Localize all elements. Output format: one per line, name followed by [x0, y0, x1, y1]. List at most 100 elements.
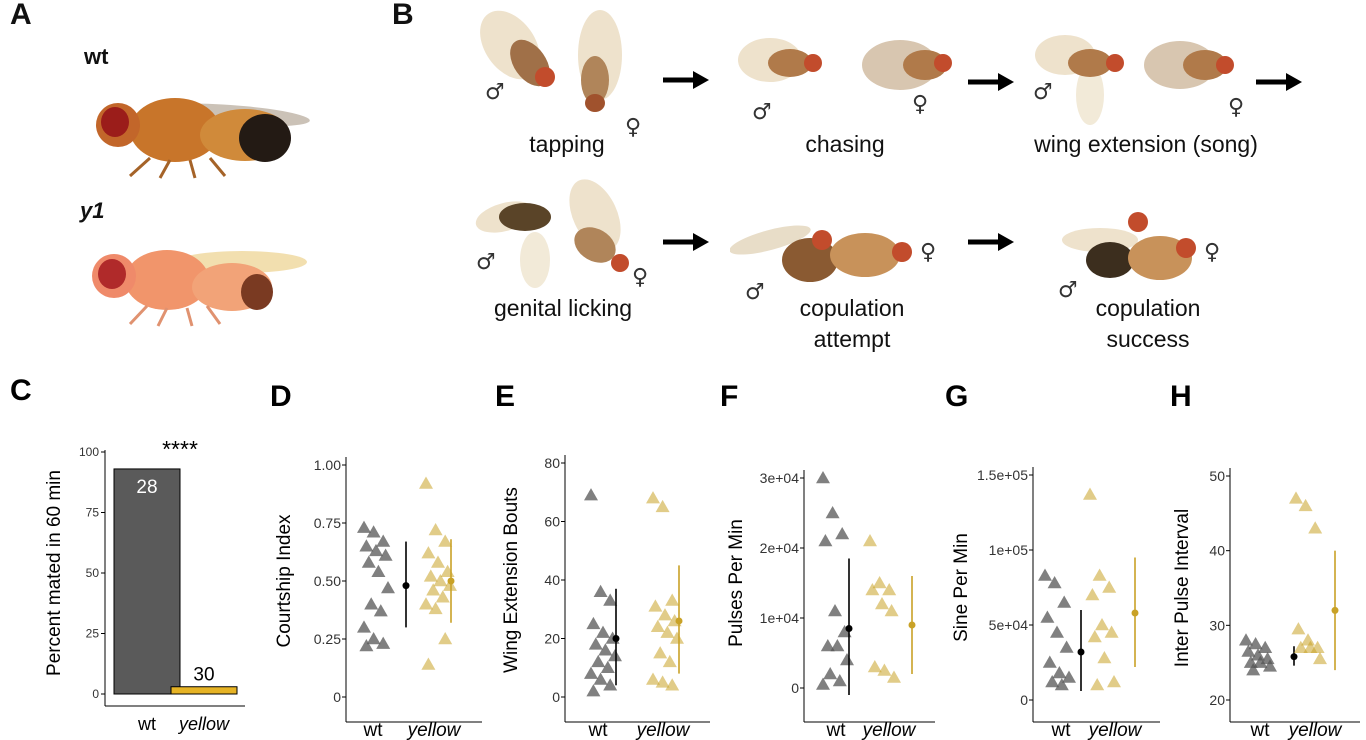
data-point	[828, 604, 842, 617]
data-point	[830, 639, 845, 652]
data-point	[431, 555, 445, 568]
chart-pulses-per-min: F 0 1e+04 2e+04 3e+04 wt yellow Pulses Per Min	[720, 380, 935, 740]
fly-pair-chasing	[738, 38, 952, 90]
data-point	[655, 675, 670, 688]
y-tick-label: 0	[1020, 692, 1028, 708]
male-symbol: ♂	[752, 100, 772, 125]
data-point	[1047, 576, 1062, 589]
data-point	[1050, 625, 1064, 638]
panel-label: E	[495, 380, 515, 413]
data-point	[584, 488, 598, 501]
data-point	[435, 590, 450, 603]
y-tick-label: 0.25	[314, 631, 341, 647]
y-tick-label: 0.75	[314, 515, 341, 531]
chart-wing-extension-bouts: E 0 20 40 60 80 wt yellow Wing Extension Bouts	[495, 380, 710, 740]
data-point	[1107, 675, 1121, 688]
data-point	[877, 663, 892, 676]
data-point	[867, 660, 882, 673]
data-point	[357, 620, 371, 633]
data-point	[426, 583, 441, 596]
male-symbol: ♂	[476, 250, 496, 275]
data-point	[378, 548, 393, 561]
data-point	[818, 534, 833, 547]
arrow-icon	[663, 71, 709, 89]
data-point	[593, 672, 608, 685]
x-tick-label: yellow	[1087, 720, 1143, 740]
step-caption: copulation success	[1095, 295, 1201, 352]
data-point	[443, 578, 457, 591]
data-point	[1260, 651, 1275, 665]
arrow-icon	[1256, 73, 1302, 91]
data-point	[603, 593, 618, 606]
data-point	[823, 667, 838, 680]
male-symbol: ♂	[1058, 278, 1078, 303]
mean-point	[1131, 609, 1139, 617]
data-point	[361, 555, 376, 568]
data-point	[660, 625, 675, 638]
data-point	[840, 653, 854, 666]
female-symbol: ♀	[625, 115, 642, 140]
data-point	[665, 678, 680, 691]
data-point	[1263, 659, 1277, 672]
data-point	[1054, 678, 1069, 691]
y-tick-label: 0	[552, 689, 560, 705]
y-tick-label: 40	[1209, 543, 1225, 559]
data-point	[603, 678, 618, 691]
y-tick-label: 60	[544, 514, 560, 530]
data-point	[369, 543, 383, 557]
data-point	[816, 677, 830, 690]
data-point	[646, 672, 660, 685]
x-tick-label: wt	[363, 720, 384, 740]
y-tick-label: 50	[86, 566, 100, 580]
fly-pair-genital-licking	[475, 179, 629, 288]
data-point	[832, 674, 847, 687]
mean-point	[612, 635, 620, 642]
y-tick-label: 1.00	[314, 457, 341, 473]
step-caption: genital licking	[493, 295, 633, 321]
data-point	[835, 527, 850, 540]
male-symbol: ♂	[745, 280, 765, 305]
step-caption: tapping	[529, 131, 605, 157]
data-point	[1239, 633, 1253, 646]
data-point	[1059, 640, 1074, 653]
chart-percent-mated: C 0 25 50 75 100 28 wt 30 yellow **** Percent mated…	[10, 374, 245, 734]
data-point	[648, 599, 663, 612]
y-tick-label: 0	[791, 680, 799, 696]
data-point	[884, 604, 899, 617]
y-axis-label: Percent mated in 60 min	[44, 470, 65, 676]
y-tick-label: 20	[1209, 692, 1225, 708]
x-tick-label: yellow	[406, 720, 462, 740]
y-tick-label: 50	[1209, 468, 1225, 484]
fly-pair-wing-extension	[1035, 35, 1234, 125]
arrow-icon	[663, 233, 709, 251]
data-point	[421, 657, 436, 670]
chart-sine-per-min: G 0 5e+04 1e+05 1.5e+05 wt yellow Sine Per Min	[945, 380, 1160, 740]
arrow-icon	[968, 73, 1014, 91]
mean-point	[845, 625, 853, 632]
y-axis-label: Pulses Per Min	[726, 519, 747, 647]
female-symbol: ♀	[920, 240, 937, 265]
female-symbol: ♀	[1204, 240, 1221, 265]
data-point	[1243, 655, 1258, 668]
mean-point	[1077, 648, 1085, 656]
data-point	[371, 564, 386, 577]
y-tick-label: 0	[333, 689, 341, 705]
data-point	[646, 491, 660, 504]
data-point	[438, 632, 453, 645]
panel-label: G	[945, 380, 968, 413]
data-point	[825, 506, 840, 519]
fly-pair-tapping	[480, 10, 622, 112]
data-point	[1246, 663, 1261, 676]
female-symbol: ♀	[1228, 95, 1245, 120]
data-point	[820, 639, 835, 652]
data-point	[423, 569, 438, 582]
data-point	[1045, 675, 1060, 688]
data-point	[1253, 655, 1268, 668]
data-point	[1293, 640, 1308, 653]
y-tick-label: 75	[86, 506, 100, 520]
panel-label: D	[270, 380, 292, 413]
data-point	[366, 632, 381, 645]
x-tick-label: wt	[1051, 720, 1072, 740]
data-point	[1062, 670, 1076, 683]
data-point	[428, 601, 443, 615]
